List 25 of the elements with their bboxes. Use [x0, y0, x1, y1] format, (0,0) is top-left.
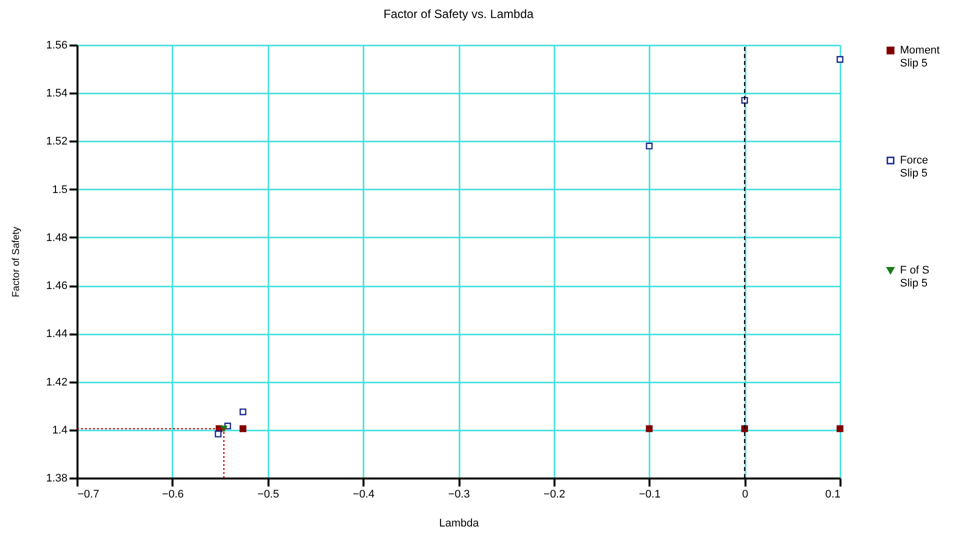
legend-label: Moment Slip 5	[900, 44, 940, 70]
y-tick-label: 1.4	[52, 424, 68, 436]
y-tick-label: 1.54	[46, 88, 68, 100]
x-tick-label: 0	[742, 488, 748, 500]
legend-label: Force Slip 5	[900, 154, 928, 180]
y-tick-label: 1.52	[46, 136, 68, 148]
x-tick-label: −0.5	[257, 488, 280, 500]
x-tick-label: −0.7	[78, 488, 100, 500]
legend-label: F of S Slip 5	[900, 264, 930, 290]
y-tick-label: 1.46	[46, 280, 68, 292]
y-tick-label: 1.38	[46, 472, 68, 484]
y-tick-label: 1.42	[46, 376, 68, 388]
x-tick-label: −0.1	[638, 488, 661, 500]
y-tick-label: 1.56	[46, 40, 68, 52]
x-tick-label: 0.1	[825, 488, 840, 500]
x-tick-label: −0.3	[448, 488, 470, 500]
x-tick-label: −0.4	[352, 488, 374, 500]
y-tick-label: 1.48	[46, 232, 68, 244]
y-tick-label: 1.44	[46, 328, 68, 340]
y-axis-title: Factor of Safety	[11, 226, 22, 298]
chart-title: Factor of Safety vs. Lambda	[383, 7, 534, 21]
y-tick-label: 1.5	[52, 184, 68, 196]
x-tick-label: −0.6	[162, 488, 184, 500]
x-tick-label: −0.2	[544, 488, 566, 500]
x-axis-title: Lambda	[439, 518, 480, 530]
